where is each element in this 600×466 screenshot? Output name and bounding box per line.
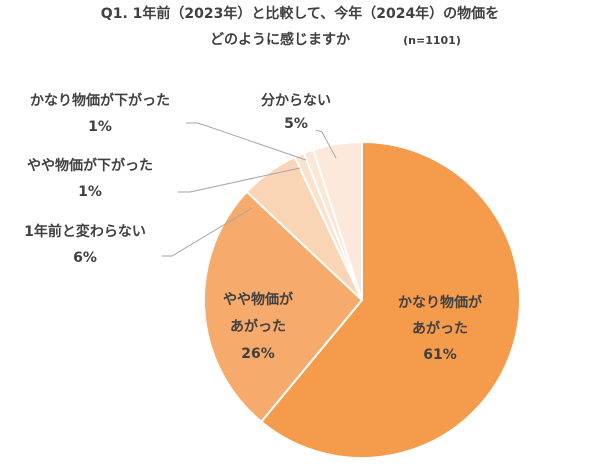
pie-slice bbox=[311, 140, 363, 301]
slice-label: あがった bbox=[230, 318, 286, 335]
pie-slice bbox=[259, 140, 521, 459]
pie-slice bbox=[203, 190, 364, 424]
value-label: 5% bbox=[284, 116, 308, 132]
leader-line bbox=[315, 129, 337, 159]
slice-label: かなり物価が bbox=[398, 294, 483, 311]
slice-label: かなり物価が下がった bbox=[30, 92, 170, 109]
slice-label: やや物価が bbox=[223, 291, 294, 308]
leader-line bbox=[186, 122, 307, 161]
value-label: 1% bbox=[78, 184, 102, 200]
chart-title: どのように感じますか bbox=[210, 31, 350, 48]
slice-label: やや物価が下がった bbox=[27, 157, 153, 174]
leader-line bbox=[162, 207, 253, 257]
chart-title: Q1. 1年前（2023年）と比較して、今年（2024年）の物価を bbox=[101, 5, 499, 22]
value-label: 61% bbox=[423, 347, 457, 363]
slice-label: 1年前と変わらない bbox=[24, 223, 146, 240]
slice-label: 分からない bbox=[261, 93, 331, 109]
chart-subtitle: (n=1101) bbox=[403, 34, 461, 47]
value-label: 1% bbox=[88, 119, 112, 135]
leader-line bbox=[178, 167, 301, 193]
slice-label: あがった bbox=[412, 320, 468, 337]
value-label: 6% bbox=[73, 250, 97, 266]
value-label: 26% bbox=[241, 346, 275, 362]
